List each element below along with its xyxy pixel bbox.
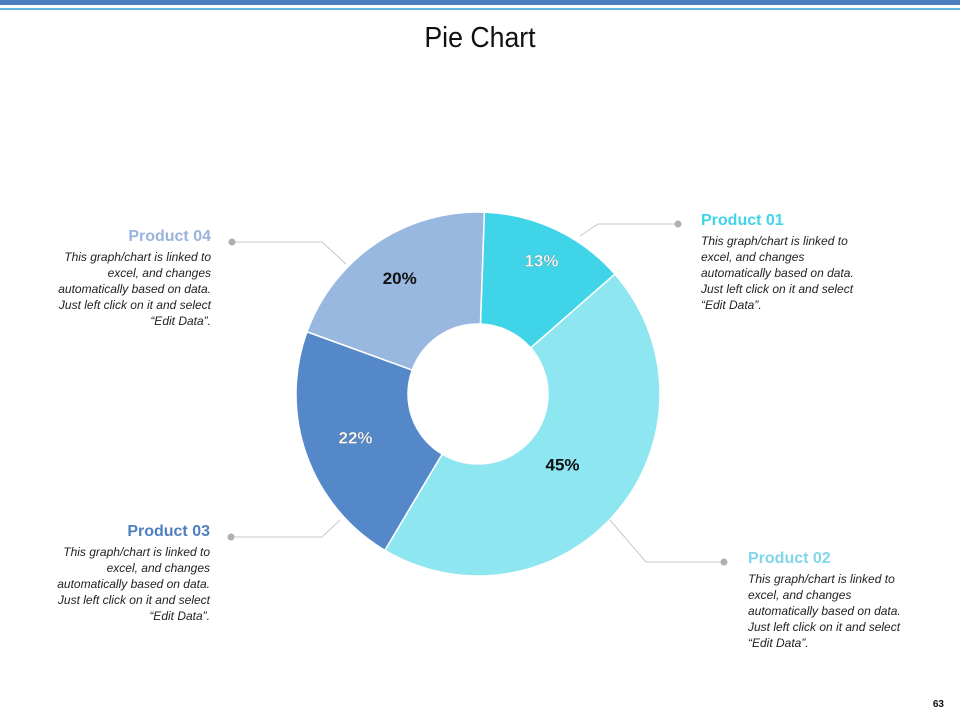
legend-product-03-desc: This graph/chart is linked to excel, and… (57, 545, 210, 623)
legend-product-02-name: Product 02 (748, 550, 831, 567)
slice-product-03 (295, 330, 444, 552)
leader-line-product-04 (232, 241, 347, 265)
legend-product-02: Product 02 This graph/chart is linked to… (748, 550, 908, 651)
legend-product-04: Product 04 This graph/chart is linked to… (50, 228, 211, 329)
leader-dot-product-02 (720, 558, 728, 566)
slice-label-product-01: 13% (524, 251, 558, 270)
legend-product-04-name: Product 04 (128, 228, 211, 245)
top-accent-line (0, 8, 960, 10)
top-accent-bar (0, 0, 960, 5)
legend-product-04-desc: This graph/chart is linked to excel, and… (58, 250, 211, 328)
legend-product-01-name: Product 01 (701, 212, 784, 229)
slice-product-01 (479, 211, 616, 349)
legend-product-03: Product 03 This graph/chart is linked to… (50, 523, 210, 624)
leader-line-product-03 (231, 519, 341, 538)
leader-dot-product-04 (228, 238, 236, 246)
leader-line-product-01 (579, 223, 678, 237)
slice-product-02 (383, 273, 661, 577)
legend-product-03-name: Product 03 (127, 523, 210, 540)
legend-product-02-desc: This graph/chart is linked to excel, and… (748, 572, 901, 650)
leader-dot-product-01 (674, 220, 682, 228)
leader-dot-product-03 (227, 533, 235, 541)
legend-product-01-desc: This graph/chart is linked to excel, and… (701, 234, 854, 312)
leader-line-product-02 (609, 519, 724, 563)
slice-label-product-04: 20% (383, 269, 417, 288)
slice-product-04 (306, 211, 486, 372)
slice-label-product-02: 45% (545, 455, 579, 474)
slide-title: Pie Chart (424, 22, 536, 54)
legend-product-01: Product 01 This graph/chart is linked to… (701, 212, 861, 313)
slide-number: 63 (932, 699, 944, 710)
slice-label-product-03: 22% (339, 429, 373, 448)
